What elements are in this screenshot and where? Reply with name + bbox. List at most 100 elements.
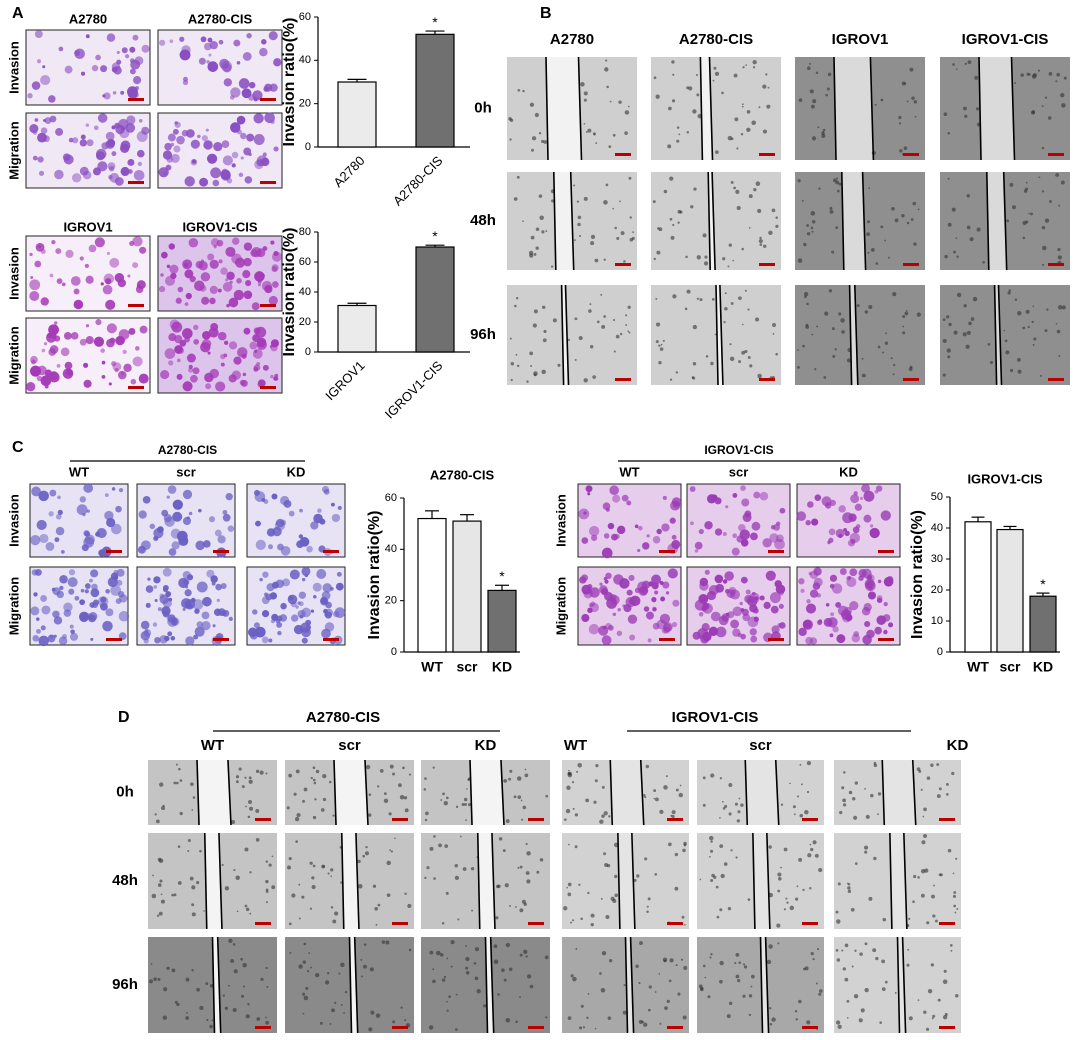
cell [870, 793, 874, 798]
wound-edge [993, 284, 998, 386]
cell [170, 528, 181, 539]
cell [84, 583, 91, 589]
cell [255, 326, 267, 338]
cell [696, 74, 699, 77]
cell [694, 541, 703, 550]
cell [107, 139, 116, 147]
cell [185, 977, 190, 982]
cell [208, 53, 212, 57]
cell [727, 906, 732, 911]
cell [800, 783, 803, 786]
cell [331, 502, 335, 507]
cell [667, 144, 672, 149]
cell [652, 536, 661, 544]
micrograph [562, 936, 689, 1034]
cell [319, 1021, 323, 1025]
cell [501, 968, 505, 972]
cell [1025, 220, 1029, 224]
cell [149, 523, 156, 530]
cell [368, 813, 372, 817]
cell [752, 59, 757, 65]
cell [244, 847, 249, 852]
wound [986, 172, 1007, 270]
cell [851, 965, 854, 968]
cell [240, 957, 244, 961]
cell [279, 614, 288, 622]
cell [79, 599, 86, 606]
wound-edge [719, 284, 724, 386]
cell [232, 943, 236, 946]
cell [455, 993, 458, 996]
cell [777, 942, 780, 945]
cell [298, 964, 303, 969]
cell [455, 1028, 458, 1031]
scale-bar [878, 638, 894, 641]
cell [768, 230, 773, 236]
cell [913, 100, 918, 104]
cell [199, 177, 209, 187]
cell [525, 871, 530, 875]
cell [225, 278, 229, 282]
cell [805, 325, 810, 329]
cell [235, 875, 240, 881]
cell [732, 628, 741, 637]
cell [170, 153, 180, 163]
cell [470, 867, 475, 871]
cell [658, 344, 661, 347]
cell [1030, 110, 1035, 115]
cell [780, 866, 782, 869]
cell [466, 788, 468, 790]
scale-bar [392, 818, 408, 821]
cell [669, 176, 674, 181]
cell [217, 608, 226, 617]
cell [947, 177, 950, 180]
time-label: 96h [470, 326, 496, 343]
micrograph [651, 56, 781, 161]
cell [755, 317, 760, 322]
cell [32, 155, 38, 161]
cell [869, 527, 880, 539]
cell [956, 292, 962, 298]
cell [286, 806, 290, 810]
cell [892, 373, 895, 376]
cell [798, 578, 805, 585]
cell [654, 590, 659, 595]
cell [679, 784, 682, 787]
cell [156, 914, 160, 917]
cell [625, 596, 636, 608]
cell [660, 343, 663, 346]
cell [111, 125, 116, 130]
cell [678, 792, 684, 798]
cell [273, 146, 279, 152]
cell [821, 134, 826, 139]
cell [729, 343, 732, 346]
cell [94, 237, 105, 248]
cell [759, 491, 769, 501]
cell [262, 246, 268, 252]
cell [930, 963, 935, 967]
cell [671, 810, 676, 815]
wound-edge [609, 759, 614, 826]
cell [181, 45, 191, 55]
cell [572, 976, 577, 982]
cell [861, 373, 866, 378]
cell [85, 336, 94, 345]
cell [785, 897, 788, 900]
cell [849, 568, 858, 577]
cell [79, 338, 87, 346]
cell [152, 622, 158, 627]
cell [38, 170, 45, 176]
cell [312, 766, 316, 770]
cell [313, 595, 317, 599]
cell [157, 977, 161, 982]
cell [522, 89, 525, 93]
cell [806, 302, 809, 306]
cell [881, 959, 885, 964]
cell [600, 897, 603, 900]
cell [719, 844, 724, 849]
cell [404, 892, 407, 896]
cell [265, 888, 269, 891]
wound-edge [896, 936, 901, 1034]
cell [753, 491, 761, 499]
micrograph [651, 284, 781, 386]
